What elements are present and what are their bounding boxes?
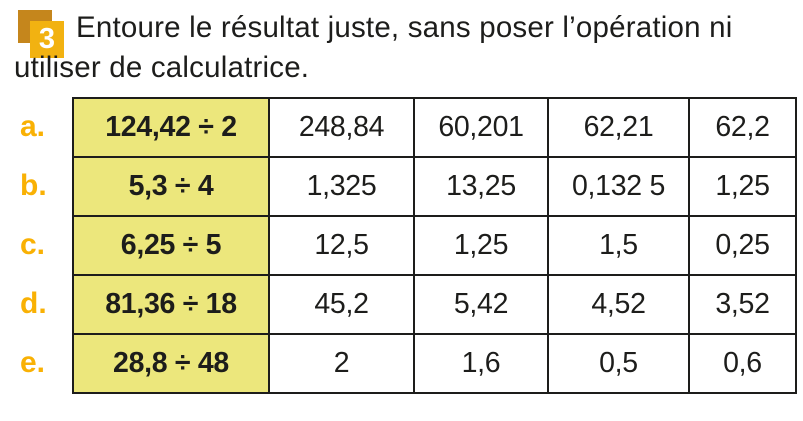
row-label-d: d. bbox=[20, 287, 47, 320]
choice-cell-e3[interactable]: 0,5 bbox=[547, 333, 690, 394]
choice-cell-c4[interactable]: 0,25 bbox=[688, 215, 797, 276]
choice-cell-b1[interactable]: 1,325 bbox=[268, 156, 415, 217]
choice-cell-b4[interactable]: 1,25 bbox=[688, 156, 797, 217]
operation-cell-c: 6,25 ÷ 5 bbox=[72, 215, 270, 276]
table-row-d: 81,36 ÷ 18 45,2 5,42 4,52 3,52 bbox=[72, 274, 797, 335]
choice-cell-c1[interactable]: 12,5 bbox=[268, 215, 415, 276]
operation-cell-b: 5,3 ÷ 4 bbox=[72, 156, 270, 217]
row-label-b: b. bbox=[20, 169, 47, 202]
table-row-b: 5,3 ÷ 4 1,325 13,25 0,132 5 1,25 bbox=[72, 156, 797, 217]
choice-cell-a4[interactable]: 62,2 bbox=[688, 97, 797, 158]
exercise-badge: 3 bbox=[18, 8, 64, 58]
choice-cell-d2[interactable]: 5,42 bbox=[413, 274, 549, 335]
choice-cell-d4[interactable]: 3,52 bbox=[688, 274, 797, 335]
table-row-c: 6,25 ÷ 5 12,5 1,25 1,5 0,25 bbox=[72, 215, 797, 276]
choice-cell-a1[interactable]: 248,84 bbox=[268, 97, 415, 158]
answers-table: 124,42 ÷ 2 248,84 60,201 62,21 62,2 5,3 … bbox=[72, 97, 797, 394]
exercise-number: 3 bbox=[30, 21, 64, 58]
table-row-a: 124,42 ÷ 2 248,84 60,201 62,21 62,2 bbox=[72, 97, 797, 158]
operation-cell-a: 124,42 ÷ 2 bbox=[72, 97, 270, 158]
operation-cell-d: 81,36 ÷ 18 bbox=[72, 274, 270, 335]
choice-cell-c2[interactable]: 1,25 bbox=[413, 215, 549, 276]
row-label-c: c. bbox=[20, 228, 46, 261]
choice-cell-c3[interactable]: 1,5 bbox=[547, 215, 690, 276]
choice-cell-a3[interactable]: 62,21 bbox=[547, 97, 690, 158]
row-label-a: a. bbox=[20, 110, 46, 143]
exercise-instruction: Entoure le résultat juste, sans poser l’… bbox=[14, 11, 733, 84]
choice-cell-d1[interactable]: 45,2 bbox=[268, 274, 415, 335]
choice-cell-e1[interactable]: 2 bbox=[268, 333, 415, 394]
choice-cell-e4[interactable]: 0,6 bbox=[688, 333, 797, 394]
operation-cell-e: 28,8 ÷ 48 bbox=[72, 333, 270, 394]
choice-cell-e2[interactable]: 1,6 bbox=[413, 333, 549, 394]
choice-cell-a2[interactable]: 60,201 bbox=[413, 97, 549, 158]
choice-cell-d3[interactable]: 4,52 bbox=[547, 274, 690, 335]
choice-cell-b2[interactable]: 13,25 bbox=[413, 156, 549, 217]
row-label-e: e. bbox=[20, 346, 46, 379]
choice-cell-b3[interactable]: 0,132 5 bbox=[547, 156, 690, 217]
table-row-e: 28,8 ÷ 48 2 1,6 0,5 0,6 bbox=[72, 333, 797, 394]
